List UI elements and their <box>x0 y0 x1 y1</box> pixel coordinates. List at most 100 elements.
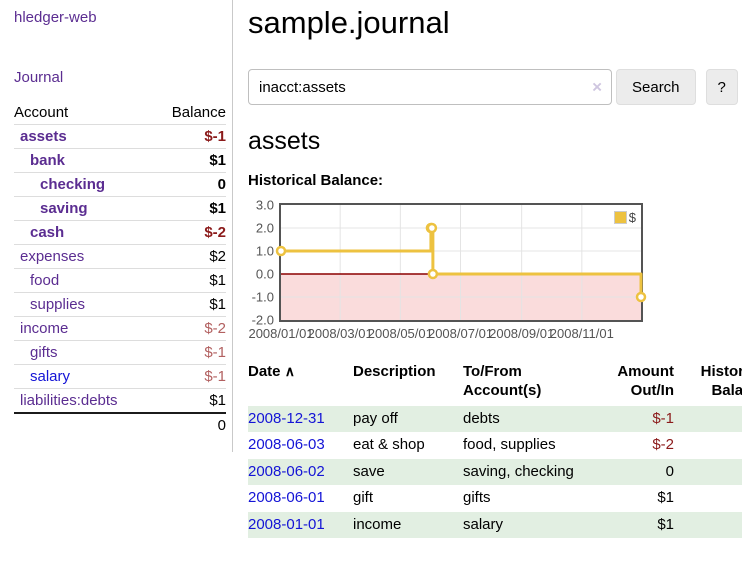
accounts-table-body: assets $-1 bank $1 checking 0 saving $1 cash $-2 e… <box>14 125 226 413</box>
register-amount: $1 <box>657 489 674 507</box>
account-row: bank $1 <box>14 148 226 173</box>
chart-x-labels: 2008/01/01 2008/03/01 2008/05/01 2008/07/01… <box>248 325 641 346</box>
account-link-assets[interactable]: assets <box>20 128 67 145</box>
account-link-gifts[interactable]: gifts <box>30 344 58 361</box>
register-balance: $2 <box>682 485 742 512</box>
account-link-liabilities-debts[interactable]: liabilities:debts <box>20 392 118 409</box>
register-row: 2008-06-01 gift gifts $1 $2 <box>248 485 742 512</box>
register-date-cell: 2008-06-02 <box>248 459 353 486</box>
y-tick-label: 2.0 <box>255 220 274 236</box>
brand-link[interactable]: hledger-web <box>14 9 97 26</box>
y-tick-label: 1.0 <box>255 243 274 259</box>
register-header-date[interactable]: Date ∧ <box>248 360 353 406</box>
account-link-food[interactable]: food <box>30 272 60 289</box>
register-amount: $-1 <box>652 409 674 427</box>
x-tick-label: 2008/07/01 <box>427 325 494 341</box>
register-balance: $2 <box>682 459 742 486</box>
x-tick-label: 2008/03/01 <box>307 325 373 341</box>
account-balance: $1 <box>153 196 226 221</box>
account-row: gifts $-1 <box>14 340 226 365</box>
sidebar-item-journal[interactable]: Journal <box>14 69 64 86</box>
register-row: 2008-01-01 income salary $1 $1 <box>248 511 742 539</box>
register-header-accounts: To/From Account(s) <box>463 362 542 400</box>
accounts-header-row: Account Balance <box>14 101 226 125</box>
register-description: save <box>353 462 385 480</box>
account-name-cell: gifts <box>14 340 154 365</box>
register-date-link[interactable]: 2008-06-02 <box>248 462 325 480</box>
x-tick-label: 2008/05/01 <box>367 325 433 341</box>
chart-y-labels: 3.0 2.0 1.0 0.0 -1.0 -2.0 <box>248 198 274 326</box>
register-header-row: Date ∧ Description To/From Account(s) Am… <box>248 360 742 406</box>
account-row: saving $1 <box>14 196 226 221</box>
accounts-table: Account Balance assets $-1 bank $1 checking 0… <box>14 101 226 437</box>
search-input[interactable] <box>248 69 612 106</box>
account-name-cell: bank <box>14 148 154 173</box>
register-date-link[interactable]: 2008-01-01 <box>248 515 325 533</box>
accounts-total-value: 0 <box>153 412 226 437</box>
register-date-cell: 2008-12-31 <box>248 406 353 433</box>
register-description: gift <box>353 489 374 507</box>
account-balance: 0 <box>153 172 226 197</box>
accounts-total-row: 0 <box>14 412 226 437</box>
account-link-saving[interactable]: saving <box>40 200 88 217</box>
account-row: liabilities:debts $1 <box>14 388 226 413</box>
account-name-cell: salary <box>14 364 154 389</box>
account-balance: $1 <box>153 148 226 173</box>
register-date-cell: 2008-06-01 <box>248 485 353 512</box>
search-input-wrap: × <box>248 69 612 106</box>
search-form: × Search ? <box>248 69 738 106</box>
clear-search-icon[interactable]: × <box>592 77 602 97</box>
accounts-header-account: Account <box>14 101 154 125</box>
register-balance: $-1 <box>682 406 742 433</box>
register-row: 2008-06-02 save saving, checking 0 $2 <box>248 458 742 486</box>
register-description: eat & shop <box>353 436 425 454</box>
y-tick-label: -2.0 <box>251 312 274 328</box>
register-row: 2008-06-03 eat & shop food, supplies $-2 0 <box>248 432 742 459</box>
y-tick-label: -1.0 <box>251 289 274 305</box>
account-row: salary $-1 <box>14 364 226 389</box>
register-accounts: saving, checking <box>463 462 574 480</box>
register-header-date-label: Date <box>248 362 281 380</box>
account-balance: $2 <box>153 244 226 269</box>
search-button[interactable]: Search <box>616 69 696 106</box>
register-amount: $1 <box>657 515 674 533</box>
x-tick-label: 2008/01/01 <box>248 325 314 341</box>
account-link-checking[interactable]: checking <box>40 176 106 193</box>
account-link-expenses[interactable]: expenses <box>20 248 85 265</box>
register-accounts: salary <box>463 515 504 533</box>
account-name-cell: assets <box>14 125 153 149</box>
register-date-link[interactable]: 2008-12-31 <box>248 409 325 427</box>
account-row: checking 0 <box>14 172 226 197</box>
register-date-link[interactable]: 2008-06-01 <box>248 489 325 507</box>
account-link-bank[interactable]: bank <box>30 152 66 169</box>
account-balance: $-2 <box>153 316 226 341</box>
account-row: cash $-2 <box>14 220 226 245</box>
account-balance: $1 <box>153 388 226 413</box>
register-table: Date ∧ Description To/From Account(s) Am… <box>248 360 742 539</box>
help-button[interactable]: ? <box>705 69 738 106</box>
account-balance: $-1 <box>153 364 226 389</box>
account-link-supplies[interactable]: supplies <box>30 296 86 313</box>
chart-plot[interactable]: $ <box>275 202 647 322</box>
account-name-cell: expenses <box>14 244 154 269</box>
register-header-description: Description <box>353 362 436 380</box>
account-row: supplies $1 <box>14 292 226 317</box>
register-date-link[interactable]: 2008-06-03 <box>248 436 325 454</box>
account-link-income[interactable]: income <box>20 320 69 337</box>
register-amount: $-2 <box>652 436 674 454</box>
account-row: food $1 <box>14 268 226 293</box>
register-balance: $1 <box>682 512 742 539</box>
register-row: 2008-12-31 pay off debts $-1 $-1 <box>248 405 742 433</box>
account-link-salary[interactable]: salary <box>30 368 71 385</box>
account-link-cash[interactable]: cash <box>30 224 65 241</box>
register-date-cell: 2008-01-01 <box>248 512 353 539</box>
account-balance: $-1 <box>153 340 226 365</box>
register-accounts: food, supplies <box>463 436 556 454</box>
register-header-balance: Historical Balance <box>700 362 742 400</box>
accounts-header-balance: Balance <box>153 101 226 125</box>
account-row: expenses $2 <box>14 244 226 269</box>
sidebar: hledger-web Journal Account Balance asse… <box>0 0 233 452</box>
balance-chart: 3.0 2.0 1.0 0.0 -1.0 -2.0 $ 2008/01/01 2008/03… <box>248 198 737 346</box>
chart-legend: $ <box>613 209 636 225</box>
